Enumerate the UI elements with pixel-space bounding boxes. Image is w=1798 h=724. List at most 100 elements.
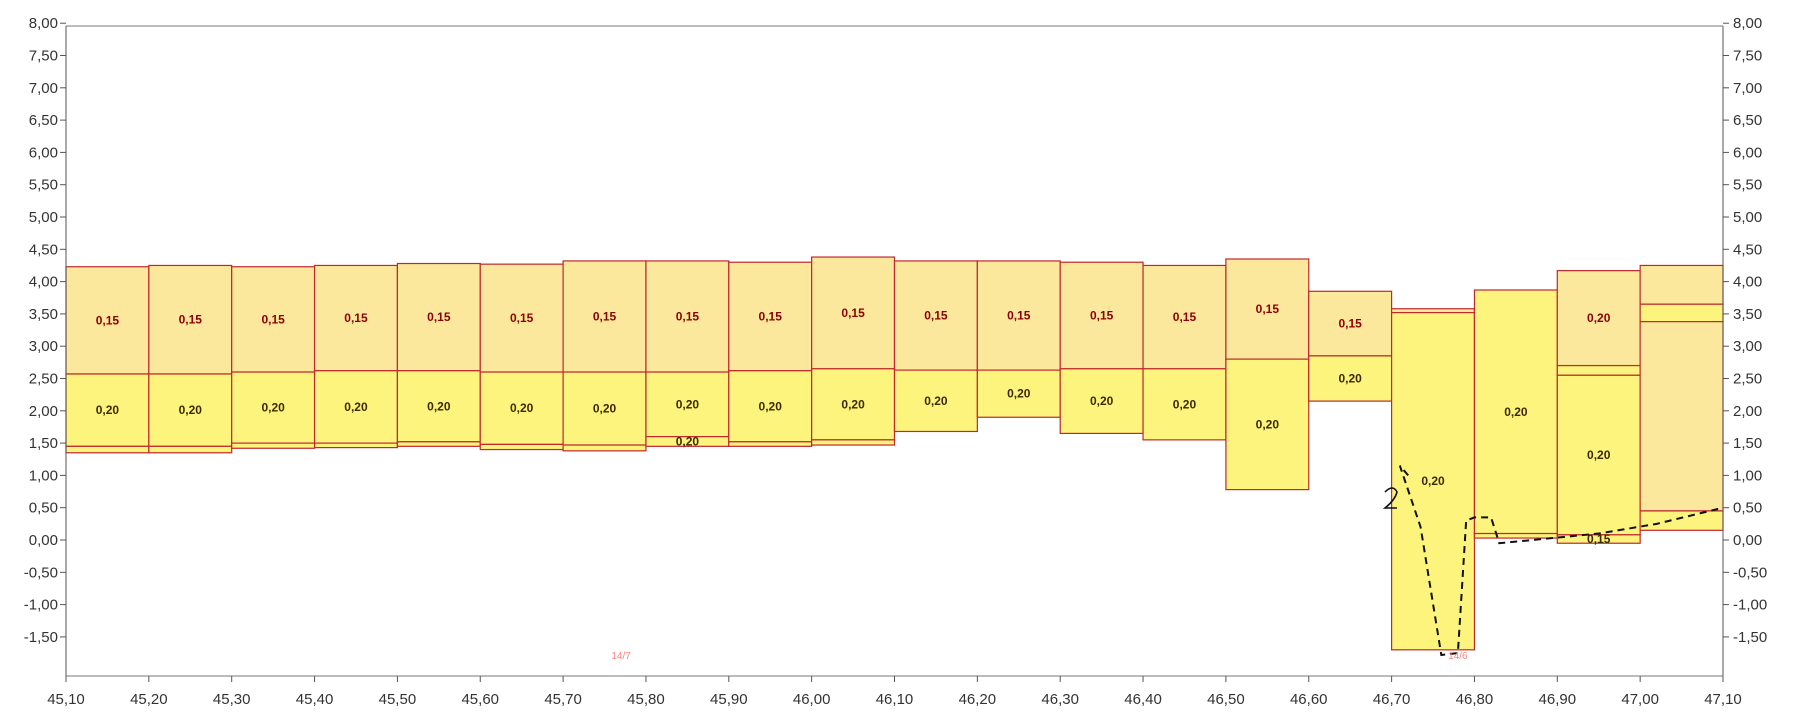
y-tick-label-right: -1,00: [1733, 597, 1767, 614]
segment-label-8-0: 0,15: [759, 309, 783, 323]
y-tick-label-right: 2,50: [1733, 371, 1762, 388]
y-tick-label-right: -0,50: [1733, 564, 1767, 581]
segment-label-9-1: 0,20: [841, 397, 865, 411]
segment-label-18-2: 0,20: [1587, 448, 1611, 462]
y-tick-label-left: 0,00: [29, 532, 58, 549]
y-tick-label-left: 0,50: [29, 500, 58, 517]
column-5: 0,15 0,20: [479, 263, 564, 451]
x-tick-label: 45,10: [47, 691, 85, 708]
segment-label-3-1: 0,20: [344, 400, 368, 414]
segment-4-0: [396, 262, 481, 372]
y-tick-label-left: 3,00: [29, 338, 58, 355]
segment-7-1: [645, 371, 730, 438]
column-8: 0,15 0,20: [728, 261, 813, 447]
column-11: 0,15 0,20: [976, 260, 1061, 418]
x-tick-label: 47,00: [1621, 691, 1659, 708]
segment-18-2: [1556, 374, 1641, 536]
segment-5-1: [479, 371, 564, 445]
segment-label-14-1: 0,20: [1256, 417, 1280, 431]
y-tick-label-left: 4,50: [29, 241, 58, 258]
column-6: 0,15 0,20: [562, 260, 647, 452]
segment-label-12-1: 0,20: [1090, 394, 1114, 408]
column-17: 0,20: [1473, 289, 1558, 539]
segment-9-2: [811, 439, 896, 446]
y-tick-label-left: -0,50: [24, 564, 58, 581]
y-tick-label-left: 7,50: [29, 48, 58, 65]
y-tick-label-left: 1,00: [29, 467, 58, 484]
segment-label-6-1: 0,20: [593, 402, 617, 416]
y-tick-label-left: 2,50: [29, 371, 58, 388]
column-1: 0,15 0,20: [148, 264, 233, 454]
segment-label-5-1: 0,20: [510, 401, 534, 415]
x-tick-label: 46,90: [1539, 691, 1577, 708]
y-tick-label-right: -1,50: [1733, 629, 1767, 646]
segment-1-1: [148, 373, 233, 447]
segment-label-1-1: 0,20: [179, 403, 203, 417]
annotation-0: 14/7: [611, 651, 631, 662]
y-tick-label-left: 8,00: [29, 15, 58, 32]
segment-13-0: [1142, 264, 1227, 370]
segment-label-18-0: 0,20: [1587, 311, 1611, 325]
handwritten-mark: [1382, 487, 1398, 509]
segment-label-10-0: 0,15: [924, 309, 948, 323]
segment-2-1: [231, 371, 316, 444]
segment-3-2: [313, 442, 398, 449]
y-tick-label-right: 5,50: [1733, 177, 1762, 194]
y-tick-label-left: 3,50: [29, 306, 58, 323]
segment-label-8-1: 0,20: [759, 399, 783, 413]
x-tick-label: 45,30: [213, 691, 251, 708]
x-tick-label: 46,00: [793, 691, 831, 708]
y-tick-label-right: 5,00: [1733, 209, 1762, 226]
segment-label-7-1: 0,20: [676, 397, 700, 411]
segment-6-1: [562, 371, 647, 446]
dashed-profile: [1382, 465, 1724, 657]
segment-8-2: [728, 441, 813, 447]
segment-10-0: [893, 260, 978, 371]
segment-6-2: [562, 444, 647, 452]
segment-19-3: [1639, 510, 1724, 531]
segment-label-0-1: 0,20: [96, 403, 120, 417]
segment-18-1: [1556, 364, 1641, 376]
x-tick-label: 45,80: [627, 691, 665, 708]
column-4: 0,15 0,20: [396, 262, 481, 447]
segment-6-0: [562, 260, 647, 373]
segment-12-0: [1059, 261, 1144, 370]
segment-label-7-2: 0,20: [676, 434, 700, 448]
y-tick-label-right: 3,00: [1733, 338, 1762, 355]
segment-label-11-0: 0,15: [1007, 309, 1031, 323]
column-19: [1639, 264, 1724, 531]
column-9: 0,15 0,20: [811, 256, 896, 446]
y-tick-label-left: 6,00: [29, 144, 58, 161]
x-tick-label: 45,40: [296, 691, 334, 708]
segment-11-0: [976, 260, 1061, 371]
segment-19-0: [1639, 264, 1724, 305]
x-tick-label: 46,70: [1373, 691, 1411, 708]
y-tick-label-right: 4,00: [1733, 274, 1762, 291]
segment-0-0: [65, 266, 150, 375]
x-tick-label: 46,60: [1290, 691, 1328, 708]
segment-4-1: [396, 370, 481, 443]
x-tick-label: 45,90: [710, 691, 748, 708]
y-tick-label-right: 1,00: [1733, 467, 1762, 484]
x-tick-label: 45,50: [379, 691, 417, 708]
segment-label-18-3: 0,15: [1587, 532, 1611, 546]
x-tick-label: 46,20: [959, 691, 997, 708]
segment-15-1: [1308, 355, 1393, 402]
y-tick-label-right: 7,50: [1733, 48, 1762, 65]
segment-label-15-1: 0,20: [1338, 372, 1362, 386]
annotation-1: 14/6: [1448, 651, 1468, 662]
column-18: 0,20 0,20 0,15: [1556, 270, 1641, 546]
segment-label-10-1: 0,20: [924, 394, 948, 408]
segment-1-2: [148, 445, 233, 454]
x-tick-label: 46,50: [1207, 691, 1245, 708]
y-tick-label-left: -1,50: [24, 629, 58, 646]
segment-14-1: [1225, 358, 1310, 491]
segment-label-16-1: 0,20: [1421, 474, 1445, 488]
segment-label-0-0: 0,15: [96, 313, 120, 327]
segment-3-0: [313, 264, 398, 372]
y-tick-label-right: 0,00: [1733, 532, 1762, 549]
x-tick-label: 45,20: [130, 691, 168, 708]
x-tick-label: 46,40: [1124, 691, 1162, 708]
x-tick-label: 46,80: [1456, 691, 1494, 708]
column-0: 0,15 0,20: [65, 266, 150, 454]
